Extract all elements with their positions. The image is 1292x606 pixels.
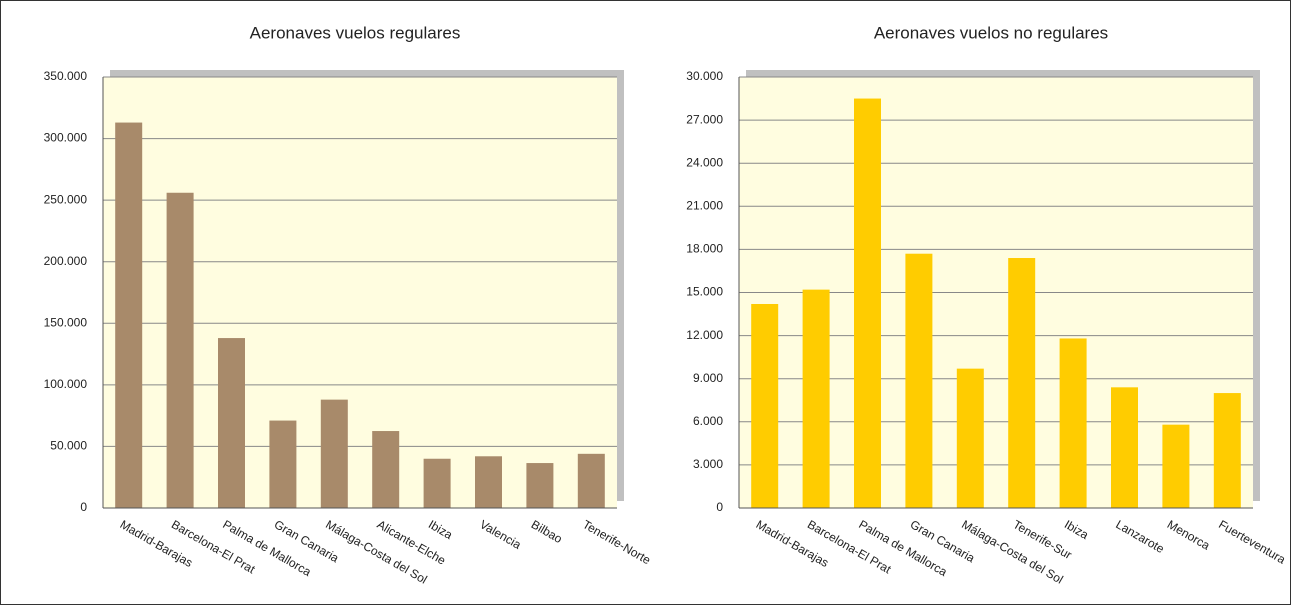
y-tick-label: 150.000 bbox=[44, 315, 88, 329]
y-tick-label: 15.000 bbox=[686, 285, 723, 299]
y-tick-label: 12.000 bbox=[686, 328, 723, 342]
chart-title: Aeronaves vuelos regulares bbox=[250, 23, 461, 42]
bar bbox=[218, 338, 245, 508]
bar bbox=[423, 458, 451, 508]
bar bbox=[1008, 258, 1036, 508]
y-tick-label: 100.000 bbox=[44, 377, 88, 391]
bar bbox=[751, 303, 779, 508]
y-tick-label: 21.000 bbox=[686, 198, 723, 212]
bar bbox=[372, 431, 400, 508]
y-tick-label: 27.000 bbox=[686, 112, 723, 126]
bar bbox=[166, 192, 194, 509]
bar bbox=[1059, 338, 1087, 508]
y-tick-label: 50.000 bbox=[50, 439, 87, 453]
bar bbox=[526, 463, 554, 508]
bar bbox=[269, 420, 297, 508]
y-tick-label: 24.000 bbox=[686, 155, 723, 169]
y-tick-label: 300.000 bbox=[44, 131, 88, 145]
bar bbox=[1213, 393, 1241, 508]
y-tick-label: 200.000 bbox=[44, 254, 88, 268]
y-tick-label: 0 bbox=[716, 500, 723, 514]
y-tick-label: 350.000 bbox=[44, 69, 88, 83]
bar bbox=[577, 453, 605, 508]
bar bbox=[1111, 387, 1138, 508]
y-tick-label: 30.000 bbox=[686, 69, 723, 83]
y-tick-label: 6.000 bbox=[693, 414, 723, 428]
bar bbox=[854, 98, 881, 509]
y-tick-label: 3.000 bbox=[693, 457, 723, 471]
y-tick-label: 18.000 bbox=[686, 242, 723, 256]
bar bbox=[1162, 424, 1190, 508]
y-tick-label: 0 bbox=[80, 500, 87, 514]
bar bbox=[115, 122, 143, 508]
bar bbox=[320, 399, 348, 508]
y-tick-label: 250.000 bbox=[44, 192, 88, 206]
bar bbox=[475, 456, 502, 508]
bar bbox=[956, 368, 984, 508]
bar bbox=[802, 289, 830, 508]
chart-title: Aeronaves vuelos no regulares bbox=[874, 23, 1108, 42]
bar bbox=[905, 253, 933, 508]
y-tick-label: 9.000 bbox=[693, 371, 723, 385]
